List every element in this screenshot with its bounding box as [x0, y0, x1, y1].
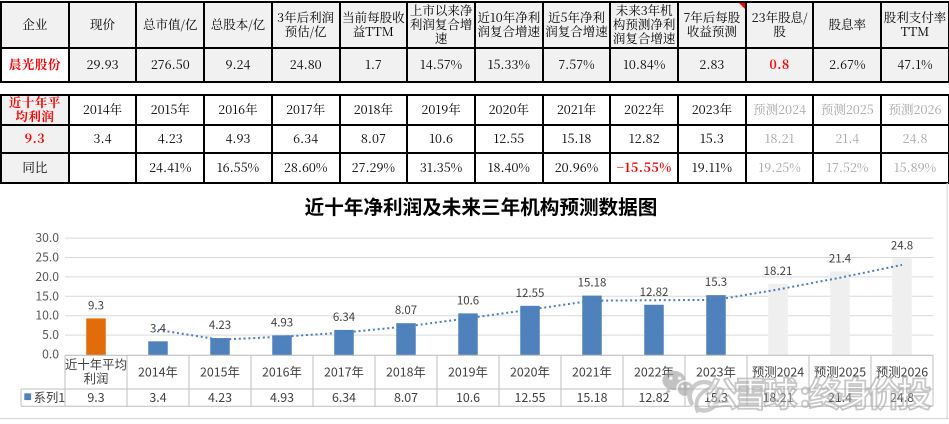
svg-text:0.0: 0.0	[42, 345, 59, 363]
svg-text:公: 公	[705, 368, 739, 417]
svg-text:25.0: 25.0	[35, 248, 59, 266]
svg-text::: :	[800, 368, 811, 417]
svg-text:9.3: 9.3	[88, 297, 104, 313]
svg-text:预测2024: 预测2024	[752, 363, 804, 381]
svg-text:12.55: 12.55	[515, 388, 546, 406]
svg-text:8.07: 8.07	[395, 302, 417, 318]
svg-text:2018年: 2018年	[386, 363, 426, 381]
svg-text:12.82: 12.82	[640, 284, 669, 300]
svg-text:2017年: 2017年	[324, 363, 364, 381]
svg-text:终: 终	[809, 368, 843, 417]
svg-text:30.0: 30.0	[35, 228, 59, 246]
svg-text:4.23: 4.23	[208, 388, 232, 406]
svg-text:3.4: 3.4	[150, 320, 167, 336]
svg-text:利润: 利润	[84, 369, 109, 387]
svg-text:价: 价	[868, 368, 902, 417]
svg-text:10.6: 10.6	[457, 292, 479, 308]
svg-text:6.34: 6.34	[332, 388, 356, 406]
svg-text:2016年: 2016年	[262, 363, 302, 381]
svg-text:2023年: 2023年	[696, 363, 736, 381]
svg-text:2015年: 2015年	[200, 363, 240, 381]
svg-text:预测2025: 预测2025	[814, 363, 866, 381]
svg-text:2020年: 2020年	[510, 363, 550, 381]
svg-text:21.4: 21.4	[828, 388, 852, 406]
svg-text:3.4: 3.4	[149, 388, 166, 406]
svg-text:投: 投	[898, 368, 932, 417]
svg-text:近十年平均: 近十年平均	[65, 355, 127, 373]
svg-text:预测2026: 预测2026	[876, 363, 928, 381]
svg-text:24.8: 24.8	[891, 237, 913, 253]
svg-text:身: 身	[839, 368, 873, 417]
svg-text:15.18: 15.18	[578, 275, 607, 291]
svg-text:24.8: 24.8	[890, 388, 914, 406]
svg-text:4.93: 4.93	[270, 388, 294, 406]
svg-text:6.34: 6.34	[333, 309, 356, 325]
svg-text:雪: 雪	[734, 368, 768, 417]
svg-text:2014年: 2014年	[138, 363, 178, 381]
svg-text:球: 球	[764, 368, 798, 417]
svg-text:15.3: 15.3	[705, 274, 727, 290]
svg-text:5.0: 5.0	[42, 325, 59, 343]
svg-text:12.55: 12.55	[516, 285, 545, 301]
svg-text:4.23: 4.23	[209, 317, 231, 333]
svg-text:8.07: 8.07	[394, 388, 418, 406]
svg-text:10.0: 10.0	[35, 306, 59, 324]
svg-text:18.21: 18.21	[763, 388, 794, 406]
svg-text:4.93: 4.93	[271, 314, 293, 330]
svg-text:2019年: 2019年	[448, 363, 488, 381]
svg-text:9.3: 9.3	[87, 388, 104, 406]
svg-text:近十年净利润及未来三年机构预测数据图: 近十年净利润及未来三年机构预测数据图	[305, 191, 658, 220]
svg-text:18.21: 18.21	[764, 263, 793, 279]
svg-text:12.82: 12.82	[639, 388, 670, 406]
svg-text:15.0: 15.0	[35, 286, 59, 304]
svg-text:15.18: 15.18	[577, 388, 608, 406]
svg-text:10.6: 10.6	[456, 388, 480, 406]
svg-text:系列1: 系列1	[34, 388, 66, 406]
svg-text:21.4: 21.4	[829, 251, 852, 267]
svg-text:20.0: 20.0	[35, 267, 59, 285]
svg-text:2021年: 2021年	[572, 363, 612, 381]
